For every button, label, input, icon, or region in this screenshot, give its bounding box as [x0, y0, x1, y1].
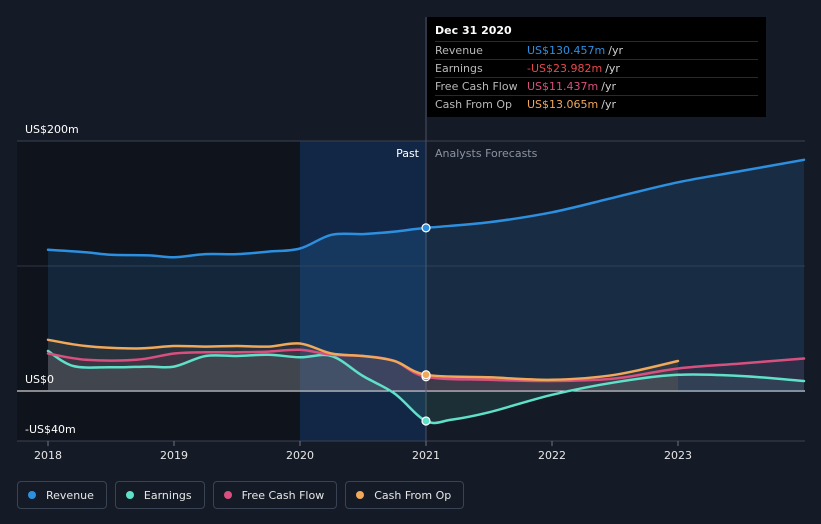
legend-label: Free Cash Flow	[241, 488, 325, 502]
cash-from-op-marker	[421, 370, 431, 380]
tooltip-row-unit: /yr	[601, 80, 616, 93]
earnings-area	[48, 351, 804, 423]
x-tick-label-2022: 2022	[538, 449, 566, 462]
revenue-line	[46, 158, 806, 259]
tooltip-row-value: -US$23.982m	[527, 62, 603, 75]
tooltip-row-earnings: Earnings -US$23.982m/yr	[435, 59, 758, 77]
tooltip-date: Dec 31 2020	[435, 24, 512, 37]
cash-from-op-line	[46, 338, 680, 382]
x-tick-label-2018: 2018	[34, 449, 62, 462]
tooltip-row-name: Revenue	[435, 44, 483, 57]
x-tick-label-2023: 2023	[664, 449, 692, 462]
legend-dot-icon	[356, 491, 365, 499]
revenue-area	[48, 159, 804, 391]
tooltip-row-free-cash-flow: Free Cash Flow US$11.437m/yr	[435, 77, 758, 95]
tooltip-row-name: Earnings	[435, 62, 483, 75]
legend: Revenue Earnings Free Cash Flow Cash From O…	[17, 481, 465, 509]
legend-dot-icon	[223, 491, 232, 499]
x-tick-label-2020: 2020	[286, 449, 314, 462]
tooltip-row-name: Cash From Op	[435, 98, 513, 111]
tooltip-row-unit: /yr	[601, 98, 616, 111]
y-label-zero: US$0	[25, 373, 54, 386]
tooltip-row-value: US$11.437m	[527, 80, 599, 93]
legend-label: Revenue	[46, 488, 94, 502]
tooltip-row-cash-from-op: Cash From Op US$13.065m/yr	[435, 95, 758, 113]
y-label-bottom: -US$40m	[25, 423, 76, 436]
revenue-marker	[421, 223, 431, 233]
hover-tooltip: Dec 31 2020 Revenue US$130.457m/yr Earning…	[427, 17, 766, 117]
legend-dot-icon	[28, 491, 36, 499]
legend-label: Cash From Op	[374, 488, 452, 502]
earnings-line	[46, 349, 806, 425]
legend-item-cash-from-op[interactable]: Cash From Op	[345, 481, 465, 509]
y-label-top: US$200m	[25, 123, 79, 136]
forecast-label: Analysts Forecasts	[435, 147, 538, 160]
tooltip-row-unit: /yr	[608, 44, 623, 57]
legend-dot-icon	[125, 491, 134, 499]
x-tick-label-2019: 2019	[160, 449, 188, 462]
x-tick-label-2021: 2021	[412, 449, 440, 462]
tooltip-row-revenue: Revenue US$130.457m/yr	[435, 41, 758, 59]
past-label: Past	[396, 147, 420, 160]
legend-item-revenue[interactable]: Revenue	[17, 481, 107, 509]
tooltip-row-unit: /yr	[605, 62, 620, 75]
free-cash-flow-area	[48, 349, 804, 391]
tooltip-row-value: US$130.457m	[527, 44, 606, 57]
legend-item-free-cash-flow[interactable]: Free Cash Flow	[212, 481, 338, 509]
tooltip-row-name: Free Cash Flow	[435, 80, 518, 93]
tooltip-row-value: US$13.065m	[527, 98, 599, 111]
legend-label: Earnings	[143, 488, 192, 502]
earnings-marker	[421, 416, 431, 426]
legend-item-earnings[interactable]: Earnings	[114, 481, 205, 509]
